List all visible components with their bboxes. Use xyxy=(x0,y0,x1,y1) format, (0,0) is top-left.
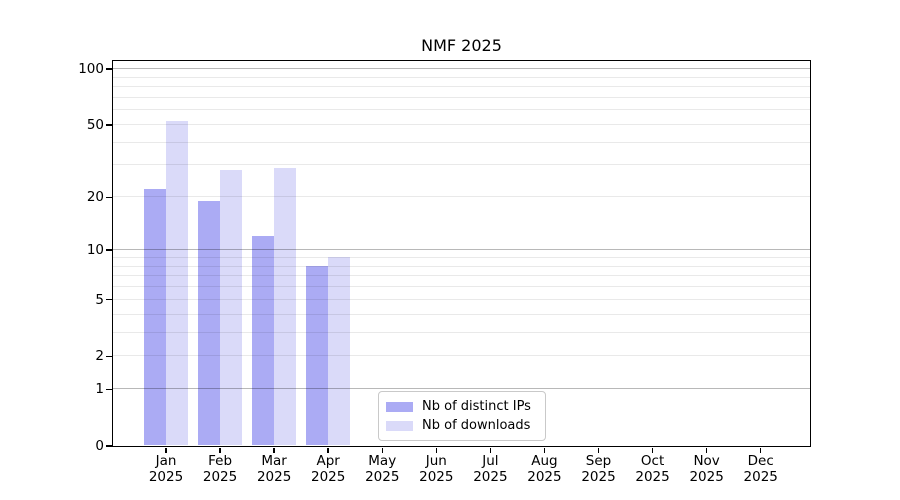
gridline-minor-6 xyxy=(112,286,810,288)
bar-distinct-ips-Apr 2025 xyxy=(305,266,328,446)
y-tick-mark-20 xyxy=(106,196,112,199)
x-tick-label-month-May: May xyxy=(368,453,397,469)
x-tick-label-year-Feb: 2025 xyxy=(202,469,238,485)
x-tick-label-month-Oct: Oct xyxy=(640,453,665,469)
x-tick-mark-May xyxy=(381,447,383,453)
plot-area xyxy=(111,59,811,447)
legend: Nb of distinct IPs Nb of downloads xyxy=(378,391,546,441)
x-tick-mark-Sep xyxy=(597,447,600,453)
gridline-minor-8 xyxy=(112,265,810,267)
bar-distinct-ips-Feb 2025 xyxy=(197,200,220,446)
y-tick-mark-1 xyxy=(106,388,112,391)
y-tick-label-5: 5 xyxy=(95,291,104,308)
y-tick-mark-0 xyxy=(106,445,112,447)
y-tick-label-0: 0 xyxy=(95,438,104,454)
gridline-minor-50 xyxy=(112,123,810,125)
gridline-minor-5 xyxy=(112,298,810,300)
y-tick-mark-2 xyxy=(106,355,112,357)
x-tick-label-year-Aug: 2025 xyxy=(527,469,562,485)
bar-downloads-Jan 2025 xyxy=(165,121,188,446)
x-tick-label-month-Mar: Mar xyxy=(261,453,287,469)
y-tick-label-50: 50 xyxy=(86,116,104,133)
x-tick-mark-Dec xyxy=(759,447,762,453)
y-tick-mark-100 xyxy=(106,68,112,70)
x-tick-label-year-Mar: 2025 xyxy=(256,469,292,485)
bar-downloads-Mar 2025 xyxy=(273,167,296,446)
x-tick-mark-Nov xyxy=(705,447,708,453)
x-tick-mark-Jul xyxy=(489,447,492,453)
legend-swatch-distinct-ips xyxy=(386,401,413,412)
legend-item-distinct-ips: Nb of distinct IPs xyxy=(386,397,537,416)
legend-swatch-downloads xyxy=(386,420,413,431)
bar-distinct-ips-Jan 2025 xyxy=(143,189,166,446)
gridline-minor-30 xyxy=(112,164,810,166)
gridline-minor-70 xyxy=(112,96,810,98)
x-tick-label-year-Nov: 2025 xyxy=(689,469,724,485)
x-tick-label-year-Apr: 2025 xyxy=(311,469,346,485)
y-tick-mark-50 xyxy=(106,124,112,126)
x-tick-mark-Mar xyxy=(273,447,275,453)
bar-downloads-Feb 2025 xyxy=(219,170,242,446)
y-tick-label-10: 10 xyxy=(86,242,104,259)
bar-downloads-Apr 2025 xyxy=(327,257,350,446)
x-tick-label-year-Sep: 2025 xyxy=(581,469,616,485)
y-tick-label-100: 100 xyxy=(78,61,104,77)
x-tick-mark-Jun xyxy=(435,447,438,453)
x-tick-label-month-Apr: Apr xyxy=(316,453,340,469)
x-tick-label-year-Oct: 2025 xyxy=(635,469,670,485)
gridline-minor-7 xyxy=(112,275,810,277)
x-tick-label-month-Sep: Sep xyxy=(585,453,612,469)
bar-distinct-ips-Mar 2025 xyxy=(251,235,274,446)
x-tick-label-year-Jun: 2025 xyxy=(419,469,454,485)
x-tick-label-month-Nov: Nov xyxy=(693,453,720,469)
y-tick-mark-10 xyxy=(106,249,112,251)
gridline-minor-60 xyxy=(112,109,810,111)
legend-label-distinct-ips: Nb of distinct IPs xyxy=(422,399,531,414)
legend-item-downloads: Nb of downloads xyxy=(386,416,537,435)
chart-title: NMF 2025 xyxy=(421,36,502,55)
x-tick-label-month-Dec: Dec xyxy=(747,453,774,469)
x-tick-label-year-Dec: 2025 xyxy=(743,469,778,485)
y-tick-mark-5 xyxy=(106,298,112,301)
x-tick-mark-Oct xyxy=(651,447,654,453)
gridline-minor-40 xyxy=(112,141,810,143)
x-tick-label-year-May: 2025 xyxy=(365,469,400,485)
gridline-minor-9 xyxy=(112,256,810,258)
x-tick-label-month-Jan: Jan xyxy=(155,453,177,469)
x-tick-mark-Apr xyxy=(327,447,329,453)
x-tick-mark-Feb xyxy=(219,447,221,453)
x-tick-label-month-Feb: Feb xyxy=(208,453,233,469)
gridline-major-1 xyxy=(112,388,810,390)
x-tick-label-year-Jan: 2025 xyxy=(148,469,184,485)
x-tick-mark-Jan xyxy=(165,447,167,453)
gridline-minor-20 xyxy=(112,196,810,198)
gridline-minor-4 xyxy=(112,313,810,315)
y-tick-label-20: 20 xyxy=(86,189,104,206)
gridline-minor-80 xyxy=(112,86,810,88)
gridline-major-100 xyxy=(112,68,810,69)
x-tick-mark-Aug xyxy=(543,447,546,453)
gridline-minor-90 xyxy=(112,76,810,78)
x-tick-label-month-Jun: Jun xyxy=(425,453,447,469)
x-tick-label-month-Jul: Jul xyxy=(482,453,499,469)
gridline-minor-3 xyxy=(112,331,810,333)
legend-label-downloads: Nb of downloads xyxy=(422,418,531,433)
gridline-major-10 xyxy=(112,249,810,251)
y-tick-label-2: 2 xyxy=(95,348,104,365)
gridline-minor-2 xyxy=(112,355,810,357)
x-tick-label-year-Jul: 2025 xyxy=(473,469,508,485)
y-tick-label-1: 1 xyxy=(95,381,104,398)
x-tick-label-month-Aug: Aug xyxy=(531,453,558,469)
